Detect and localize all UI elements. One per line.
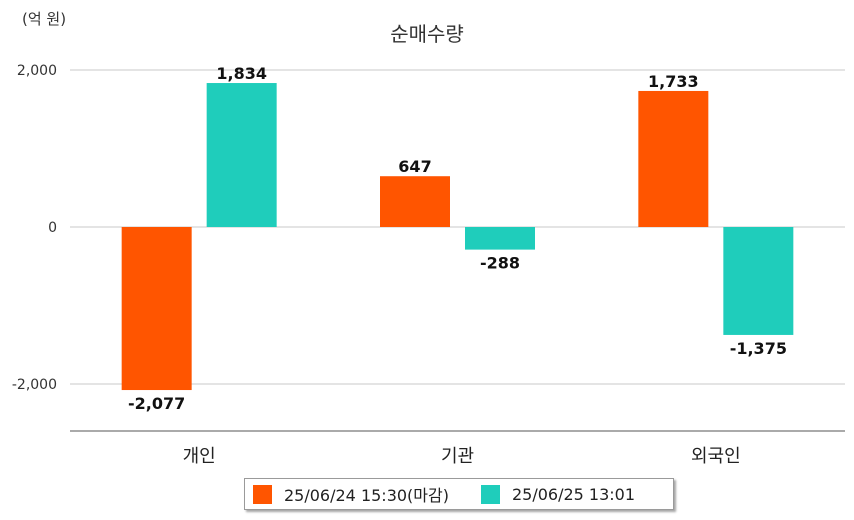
chart-title: 순매수량 <box>390 22 464 46</box>
data-label: 647 <box>398 157 431 176</box>
legend-label-series-2: 25/06/25 13:01 <box>511 484 636 504</box>
legend-item-series-2[interactable]: 25/06/25 13:01 <box>480 484 636 504</box>
value-labels: -2,077 1,834 647 -288 1,733 -1,375 <box>128 64 787 413</box>
y-tick-label: 0 <box>48 220 57 236</box>
y-tick-label: -2,000 <box>12 377 57 393</box>
x-tick-label: 기관 <box>441 446 474 467</box>
legend-item-series-1[interactable]: 25/06/24 15:30(마감) <box>253 482 449 506</box>
data-label: -288 <box>480 254 520 273</box>
x-tick-label: 외국인 <box>691 446 741 467</box>
data-label: 1,834 <box>216 64 267 83</box>
bar[interactable] <box>465 227 535 250</box>
y-tick-label: 2,000 <box>17 63 57 79</box>
legend-swatch-series-1 <box>253 484 272 504</box>
legend-label-series-1: 25/06/24 15:30(마감) <box>284 486 449 505</box>
bar[interactable] <box>638 90 709 227</box>
unit-label: (억 원) <box>22 10 67 28</box>
bar[interactable] <box>121 227 192 391</box>
bar[interactable] <box>206 83 277 227</box>
legend-swatch-series-2 <box>480 484 500 504</box>
y-axis: 2,000 0 -2,000 <box>12 63 57 393</box>
data-label: -1,375 <box>730 339 787 358</box>
bar[interactable] <box>380 176 450 227</box>
x-tick-label: 개인 <box>183 446 216 467</box>
data-label: 1,733 <box>648 72 699 91</box>
data-label: -2,077 <box>128 394 185 413</box>
bars <box>121 83 794 391</box>
legend: 25/06/24 15:30(마감) 25/06/25 13:01 <box>244 478 674 510</box>
gridlines <box>70 69 845 385</box>
bar[interactable] <box>723 227 794 335</box>
x-axis: 개인 기관 외국인 <box>70 430 845 467</box>
